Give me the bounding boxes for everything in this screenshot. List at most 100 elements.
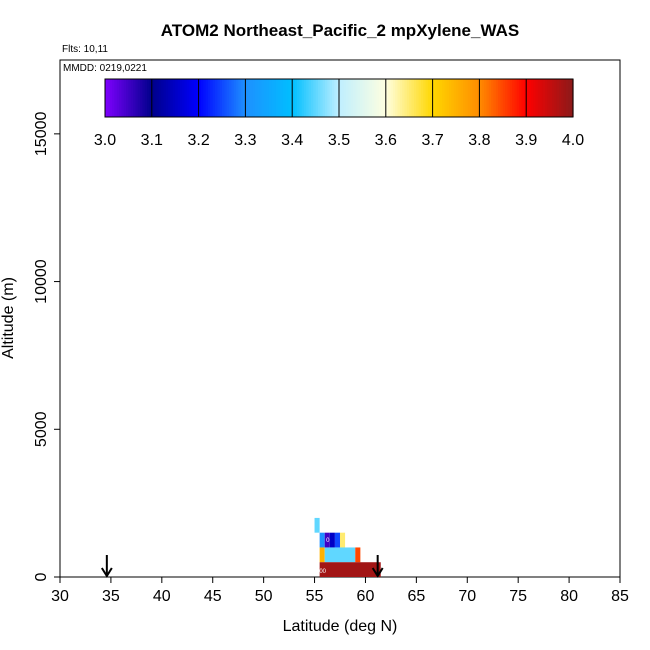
colorbar-tick-label: 3.6 (375, 132, 397, 149)
x-tick-label: 30 (51, 588, 69, 605)
colorbar-segment (437, 79, 441, 117)
data-cell (314, 517, 320, 533)
colorbar-segment (172, 79, 176, 117)
colorbar-segment (561, 79, 565, 117)
colorbar-segment (320, 79, 324, 117)
colorbar-tick-label: 3.2 (187, 132, 209, 149)
colorbar-segment (200, 79, 204, 117)
colorbar-segment (460, 79, 464, 117)
colorbar-segment (301, 79, 305, 117)
colorbar-segment (554, 79, 558, 117)
colorbar-segment (374, 79, 378, 117)
colorbar-segment (425, 79, 429, 117)
colorbar-segment (355, 79, 359, 117)
colorbar-segment (381, 79, 385, 117)
colorbar-segment (568, 79, 572, 117)
data-cell (319, 562, 381, 577)
flights-note: Flts: 10,11 (62, 44, 108, 55)
colorbar-segment (282, 79, 286, 117)
colorbar-segment (214, 79, 218, 117)
colorbar-segment (420, 79, 424, 117)
colorbar-segment (470, 79, 473, 117)
colorbar-segment (385, 79, 389, 117)
colorbar-segment (324, 79, 328, 117)
colorbar-segment (245, 79, 249, 117)
colorbar-segment (558, 79, 562, 117)
colorbar-tick-label: 3.1 (141, 132, 163, 149)
colorbar-segment (224, 79, 228, 117)
colorbar-segment (317, 79, 321, 117)
colorbar-segment (341, 79, 345, 117)
colorbar-segment (484, 79, 488, 117)
colorbar-segment (533, 79, 537, 117)
colorbar-segment (439, 79, 443, 117)
colorbar-segment (376, 79, 380, 117)
colorbar-segment (463, 79, 466, 117)
x-tick-label: 45 (204, 588, 222, 605)
colorbar-segment (565, 79, 569, 117)
colorbar-segment (203, 79, 207, 117)
colorbar-segment (315, 79, 319, 117)
cell-label: 00 (319, 569, 326, 575)
colorbar-segment (275, 79, 279, 117)
colorbar-segment (327, 79, 331, 117)
colorbar-segment (434, 79, 438, 117)
colorbar-segment (505, 79, 509, 117)
colorbar-segment (299, 79, 303, 117)
colorbar-segment (331, 79, 335, 117)
colorbar-segment (514, 79, 518, 117)
colorbar-segment (294, 79, 298, 117)
colorbar-segment (105, 79, 108, 117)
colorbar-segment (236, 79, 239, 117)
colorbar-segment (266, 79, 270, 117)
colorbar-segment (392, 79, 396, 117)
colorbar-segment (444, 79, 448, 117)
colorbar-segment (310, 79, 314, 117)
colorbar-segment (322, 79, 326, 117)
colorbar-segment (189, 79, 193, 117)
x-tick-label: 85 (611, 588, 629, 605)
data-cell (319, 547, 325, 563)
colorbar-segment (441, 79, 445, 117)
colorbar-segment (133, 79, 137, 117)
colorbar-segment (357, 79, 361, 117)
colorbar-frame (104, 78, 574, 118)
colorbar-tick-label: 3.9 (515, 132, 537, 149)
colorbar-segment (362, 79, 366, 117)
colorbar-segment (542, 79, 546, 117)
cell-label: 0 (326, 538, 330, 544)
colorbar-segment (226, 79, 230, 117)
colorbar-segment (308, 79, 312, 117)
flight-arrow-head (100, 567, 113, 578)
colorbar-tick-label: 3.4 (281, 132, 303, 149)
colorbar-segment (306, 79, 310, 117)
colorbar-segment (409, 79, 413, 117)
colorbar-segment (107, 79, 111, 117)
colorbar-segment (519, 79, 523, 117)
colorbar-segment (109, 79, 113, 117)
colorbar-segment (537, 79, 541, 117)
colorbar-segment (416, 79, 420, 117)
colorbar-segment (339, 79, 342, 117)
colorbar-segment (229, 79, 232, 117)
colorbar-segment (156, 79, 160, 117)
colorbar-segment (369, 79, 373, 117)
chart-title: ATOM2 Northeast_Pacific_2 mpXylene_WAS (161, 21, 519, 40)
colorbar-segment (296, 79, 300, 117)
colorbar-segment (233, 79, 237, 117)
x-tick-label: 80 (560, 588, 578, 605)
colorbar-segment (179, 79, 183, 117)
data-cell (329, 532, 335, 548)
data-cell (319, 532, 325, 548)
colorbar-segment (144, 79, 148, 117)
colorbar-segment (161, 79, 165, 117)
x-tick-label: 75 (509, 588, 527, 605)
colorbar-segment (217, 79, 221, 117)
colorbar-segment (184, 79, 188, 117)
colorbar-segment (418, 79, 422, 117)
colorbar-segment (535, 79, 539, 117)
colorbar-segment (563, 79, 567, 117)
colorbar-segment (523, 79, 527, 117)
colorbar-segment (271, 79, 275, 117)
